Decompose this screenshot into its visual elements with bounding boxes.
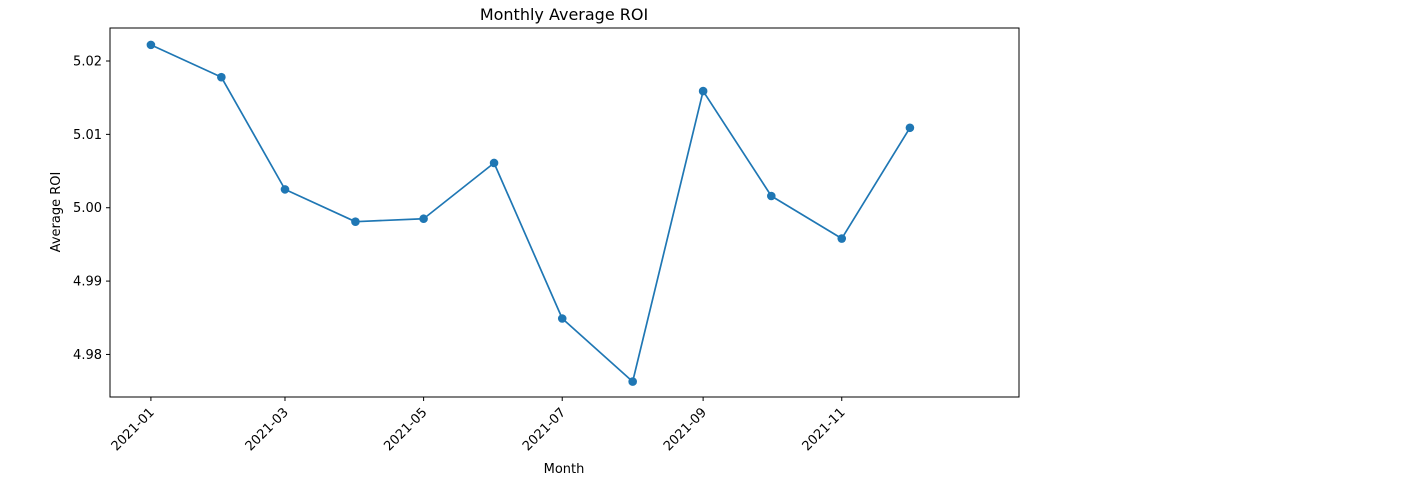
y-tick-label: 5.00 <box>73 201 102 216</box>
data-point <box>217 72 226 82</box>
data-point <box>146 40 156 50</box>
x-tick-label: 2021-01 <box>109 405 158 454</box>
plot-area: 4.98 4.99 5.00 5.01 5.02 2021-01 2021-03 2021-0… <box>73 27 1020 454</box>
data-point <box>557 314 567 323</box>
chart-title: Monthly Average ROI <box>480 5 648 24</box>
data-point <box>489 158 499 168</box>
data-point <box>280 185 290 194</box>
x-tick-label: 2021-03 <box>243 405 292 454</box>
x-tick-label: 2021-07 <box>520 405 569 454</box>
y-tick-label: 5.01 <box>73 128 102 143</box>
data-point <box>419 214 428 224</box>
data-point <box>351 217 360 226</box>
data-point <box>837 234 847 243</box>
plot-frame <box>109 27 1020 398</box>
data-point <box>698 86 708 96</box>
series-line <box>150 44 911 383</box>
data-point <box>905 123 915 133</box>
y-tick-label: 4.99 <box>73 275 102 290</box>
x-axis-title: Month <box>544 462 585 477</box>
y-tick-label: 5.02 <box>73 55 102 70</box>
y-axis-title: Average ROI <box>49 172 64 253</box>
x-tick-label: 2021-09 <box>661 405 710 454</box>
data-point <box>766 191 776 201</box>
x-tick-label: 2021-11 <box>800 405 849 454</box>
data-point <box>628 377 637 386</box>
y-tick-label: 4.98 <box>73 348 102 363</box>
x-tick-label: 2021-05 <box>381 405 430 454</box>
